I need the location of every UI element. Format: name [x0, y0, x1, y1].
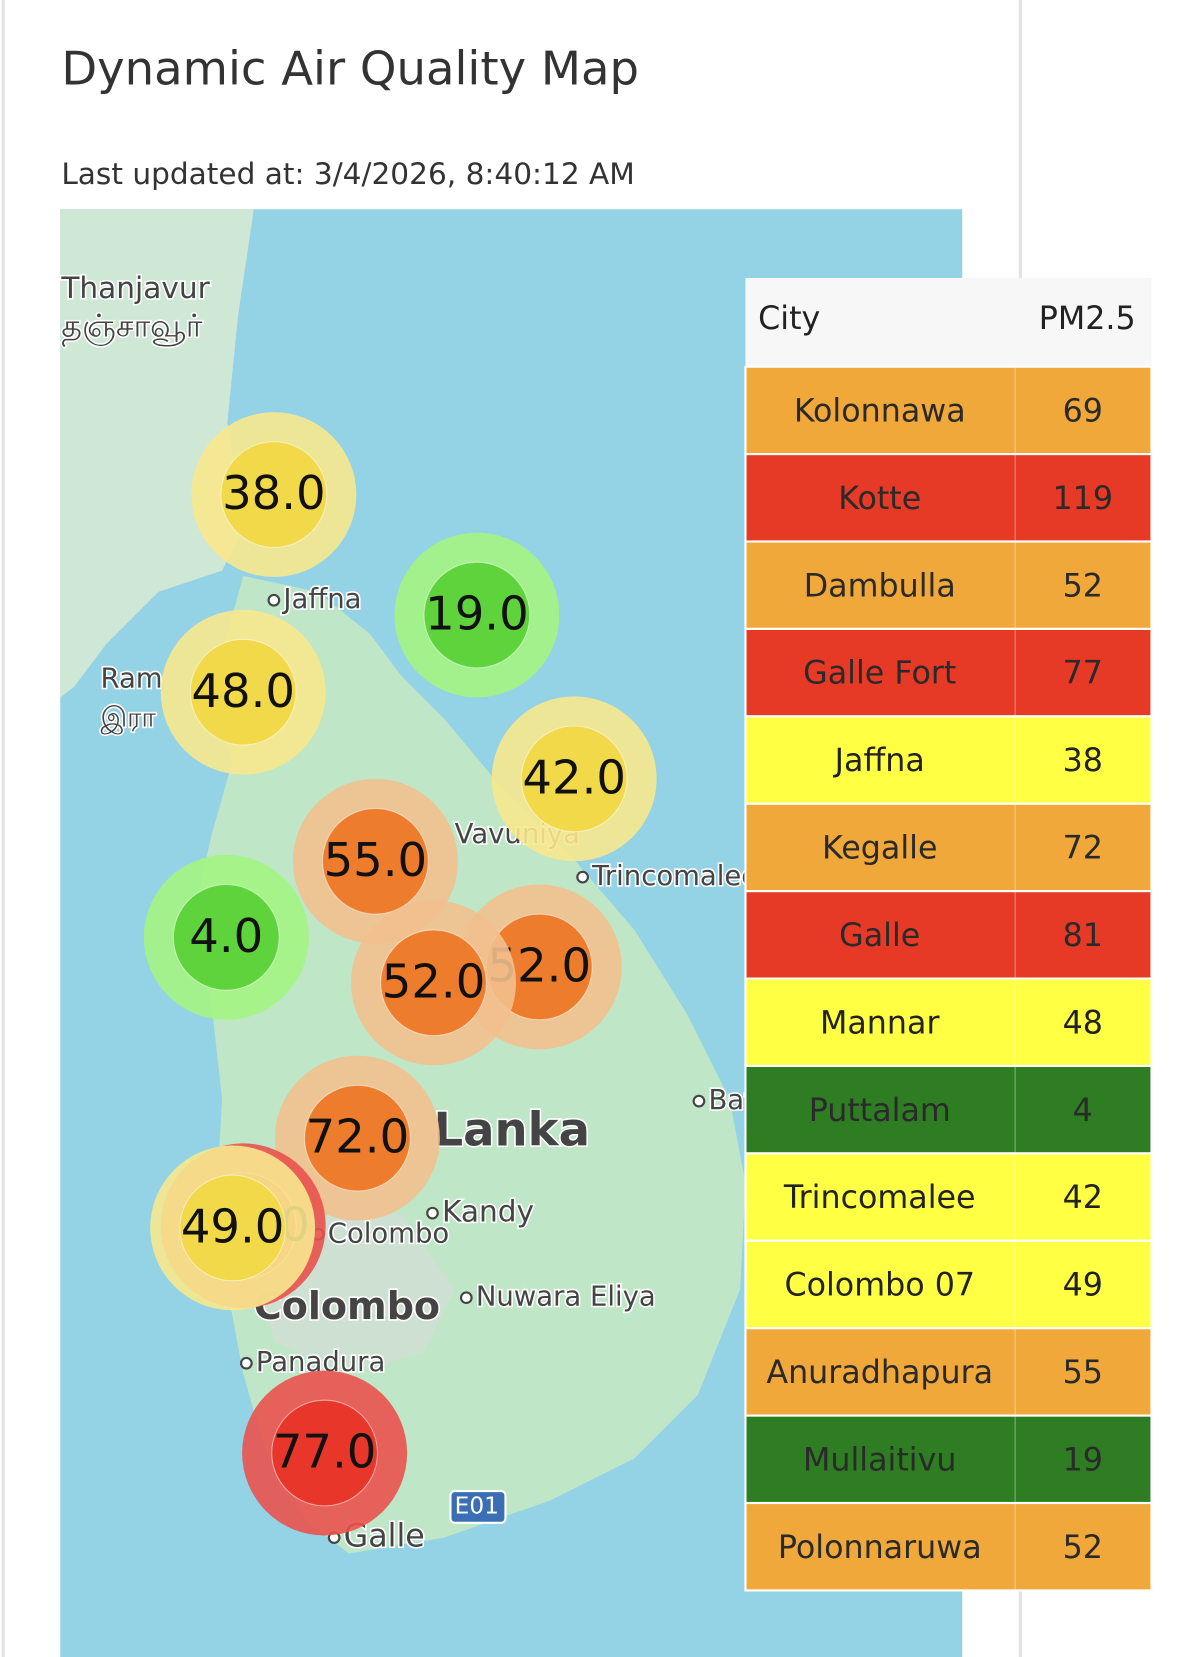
marker-label: 19.0 — [425, 587, 529, 641]
marker-label: 72.0 — [306, 1110, 410, 1164]
table-header — [745, 277, 1152, 367]
place-dot — [426, 1206, 439, 1220]
pm25-value: 52 — [1063, 1530, 1103, 1566]
place-dot — [459, 1291, 473, 1305]
place-label: Nuwara Eliya — [476, 1281, 656, 1313]
marker[interactable]: 42.0 — [491, 696, 657, 862]
city-name: Mullaitivu — [803, 1442, 956, 1478]
pm25-value: 49 — [1063, 1268, 1103, 1304]
city-name: Galle Fort — [803, 656, 956, 692]
marker[interactable]: 48.0 — [160, 609, 326, 775]
marker[interactable]: 52.0 — [351, 900, 517, 1066]
marker[interactable]: 55.0 — [292, 778, 458, 944]
marker-core — [321, 807, 429, 915]
road-shield — [449, 1490, 507, 1524]
marker[interactable]: 4.0 — [143, 854, 309, 1020]
marker-core — [423, 561, 531, 669]
marker-label: 49.0 — [181, 1200, 285, 1254]
table-row — [744, 1501, 1153, 1592]
city-name: Jaffna — [833, 743, 925, 779]
marker-core — [304, 1084, 411, 1192]
marker-core — [520, 725, 628, 833]
city-name: Mannar — [820, 1005, 940, 1041]
table-row — [744, 540, 1153, 630]
marker-core — [271, 1399, 379, 1507]
pm25-value: 81 — [1063, 918, 1103, 954]
pm25-value: 38 — [1063, 743, 1103, 779]
last-updated: Last updated at: 3/4/2026, 8:40:12 AM — [61, 157, 635, 191]
pm25-value: 19 — [1063, 1442, 1103, 1478]
pm25-value: 4 — [1073, 1093, 1093, 1129]
place-dot — [240, 1356, 253, 1370]
place-label: இரா — [100, 702, 155, 735]
city-name: Puttalam — [809, 1093, 951, 1129]
marker-core — [172, 883, 280, 991]
pm25-value: 119 — [1053, 481, 1114, 517]
table-row — [744, 1414, 1153, 1505]
marker-core — [179, 1174, 287, 1282]
column-header: City — [758, 301, 820, 337]
marker[interactable]: 38.0 — [191, 412, 357, 577]
table-row — [744, 453, 1153, 543]
city-name: Galle — [839, 918, 920, 954]
city-name: Kotte — [838, 481, 921, 517]
page-title: Dynamic Air Quality Map — [61, 41, 639, 95]
place-label: தஞ்சாவூர் — [61, 309, 203, 347]
city-name: Anuradhapura — [766, 1355, 993, 1391]
table-row — [744, 1327, 1153, 1417]
pm25-value: 72 — [1063, 831, 1103, 867]
place-label: Jaffna — [281, 583, 361, 615]
place-label: Trincomalee — [591, 860, 758, 892]
place-dot — [692, 1094, 706, 1108]
marker-label: 38.0 — [222, 466, 326, 520]
city-name: Trincomalee — [783, 1180, 976, 1216]
marker[interactable]: 19.0 — [394, 532, 560, 698]
pm25-value: 69 — [1063, 394, 1103, 430]
city-name: Dambulla — [804, 568, 956, 604]
table-row — [744, 890, 1153, 980]
land-india — [60, 209, 254, 698]
marker[interactable]: 77.0 — [242, 1370, 408, 1536]
markers: 38.019.048.042.055.04.052.052.072.077.01… — [143, 412, 657, 1536]
marker-label: 4.0 — [189, 909, 263, 963]
pm25-value: 48 — [1063, 1005, 1103, 1041]
pm25-value: 55 — [1063, 1355, 1103, 1391]
place-label: E01 — [455, 1492, 499, 1519]
marker-label: 55.0 — [324, 833, 428, 887]
column-header: PM2.5 — [1039, 301, 1136, 337]
place-label: Colombo — [254, 1284, 440, 1328]
table-row — [744, 365, 1153, 456]
city-name: Colombo 07 — [784, 1268, 975, 1304]
marker[interactable]: 72.0 — [274, 1055, 440, 1221]
pm25-value: 42 — [1063, 1180, 1103, 1216]
marker-label: 52.0 — [382, 954, 486, 1008]
marker-core — [189, 638, 297, 746]
marker-label: 42.0 — [522, 750, 626, 804]
table-row — [744, 1064, 1153, 1155]
table-row — [744, 1239, 1153, 1330]
city-name: Polonnaruwa — [778, 1530, 982, 1566]
place-label: Lanka — [434, 1102, 590, 1156]
place-dot — [576, 870, 589, 884]
pm25-value: 77 — [1063, 656, 1103, 692]
marker-label: 77.0 — [273, 1425, 377, 1479]
pm25-value: 52 — [1063, 568, 1103, 604]
table-row — [744, 802, 1153, 893]
marker-core — [220, 441, 328, 548]
table-row — [744, 977, 1153, 1068]
marker-label: 48.0 — [191, 664, 295, 718]
marker[interactable]: 49.0 — [150, 1145, 316, 1311]
place-dot — [267, 593, 281, 607]
city-name: Kolonnawa — [794, 394, 966, 430]
place-label: Kandy — [442, 1195, 534, 1229]
place-label: Thanjavur — [60, 271, 210, 305]
marker-core — [380, 929, 487, 1037]
place-label: Ram — [100, 663, 162, 695]
place-label: Colombo — [328, 1217, 449, 1249]
city-name: Kegalle — [822, 831, 937, 867]
pm-table: City PM2.5 Kolonnawa 69 Kotte 119 Dambulla 52… — [744, 277, 1153, 1592]
